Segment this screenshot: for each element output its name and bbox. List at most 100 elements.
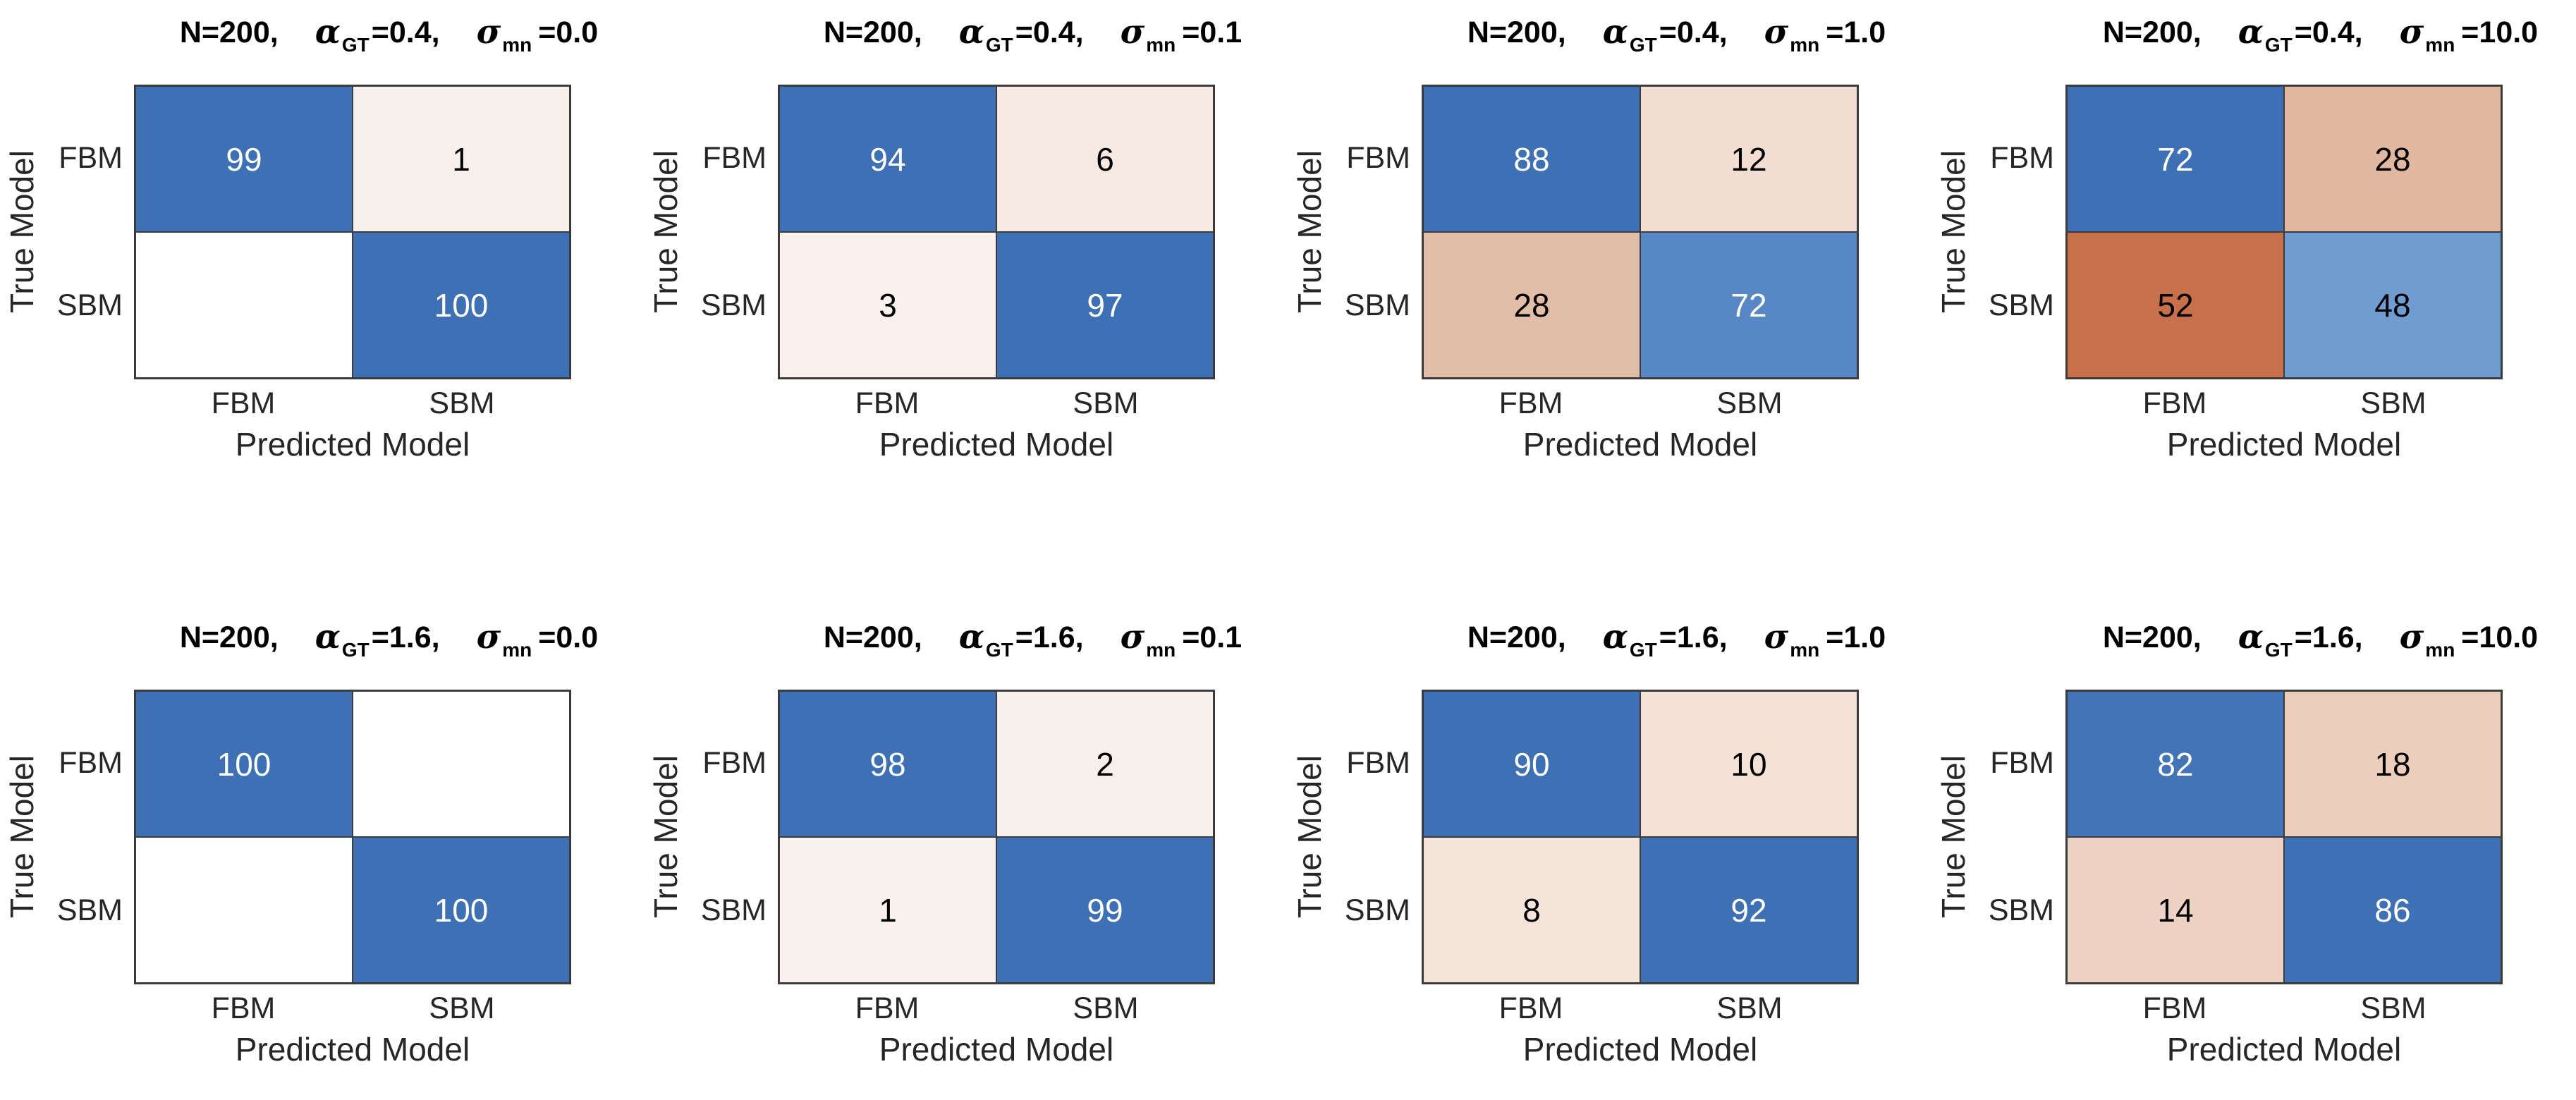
x-tick-fbm: FBM [855, 386, 920, 420]
cell-sbm-fbm [135, 232, 353, 378]
panel-a04-s10: N=200, α GT =0.4, σ mn =1.0 True Model FBM S… [1288, 16, 1931, 474]
sigma-symbol: σ [476, 13, 501, 51]
cell-fbm-fbm: 98 [779, 691, 996, 837]
sigma-subscript: mn [502, 639, 532, 661]
x-tick-sbm: SBM [2360, 991, 2427, 1025]
cell-sbm-fbm: 14 [2067, 837, 2284, 983]
y-tick-fbm: FBM [1990, 746, 2054, 780]
confusion-matrix: 99 1 100 [134, 85, 571, 379]
title-alpha-term: α GT =0.4, [2238, 13, 2363, 55]
alpha-value: =1.6, [2294, 621, 2363, 654]
title-n-term: N=200, [2102, 16, 2202, 49]
confusion-matrix: 98 2 1 99 [778, 690, 1215, 984]
x-axis-label: Predicted Model [235, 426, 470, 463]
sigma-symbol: σ [1120, 13, 1145, 51]
x-tick-sbm: SBM [429, 991, 495, 1025]
title-alpha-term: α GT =1.6, [1602, 618, 1728, 660]
y-axis-label: True Model [647, 150, 684, 314]
y-tick-labels: FBM SBM [1975, 85, 2065, 379]
alpha-value: =0.4, [1015, 16, 1084, 49]
panel-a04-s100: N=200, α GT =0.4, σ mn =10.0 True Model FBM … [1931, 16, 2575, 474]
panel-title: N=200, α GT =0.4, σ mn =1.0 [1288, 16, 1931, 85]
x-tick-sbm: SBM [429, 386, 495, 420]
x-tick-fbm: FBM [1498, 991, 1563, 1025]
cell-fbm-sbm: 6 [996, 86, 1214, 232]
confusion-matrix: 72 28 52 48 [2065, 85, 2503, 379]
x-tick-labels: FBM SBM [1422, 991, 1859, 1026]
panel-title: N=200, α GT =1.6, σ mn =10.0 [1931, 621, 2575, 690]
cell-sbm-fbm: 3 [779, 232, 996, 378]
alpha-value: =1.6, [1015, 621, 1084, 654]
sigma-subscript: mn [502, 34, 532, 56]
confusion-matrix: 82 18 14 86 [2065, 690, 2503, 984]
alpha-value: =0.4, [1659, 16, 1728, 49]
cell-fbm-sbm: 28 [2284, 86, 2501, 232]
alpha-value: =0.4, [371, 16, 440, 49]
panel-title: N=200, α GT =0.4, σ mn =0.1 [644, 16, 1288, 85]
alpha-symbol: α [2238, 13, 2264, 51]
cell-sbm-fbm: 8 [1423, 837, 1640, 983]
alpha-value: =0.4, [2294, 16, 2363, 49]
panel-a16-s10: N=200, α GT =1.6, σ mn =1.0 True Model FBM S… [1288, 621, 1931, 1079]
y-tick-fbm: FBM [702, 141, 767, 175]
sigma-subscript: mn [1790, 34, 1820, 56]
x-tick-sbm: SBM [1073, 386, 1139, 420]
x-tick-labels: FBM SBM [134, 386, 571, 421]
title-alpha-term: α GT =1.6, [959, 621, 1084, 660]
x-axis-label: Predicted Model [1522, 1031, 1758, 1068]
panel-a16-s00: N=200, α GT =1.6, σ mn =0.0 True Model FBM S… [0, 621, 644, 1079]
sigma-symbol: σ [2399, 13, 2424, 51]
y-tick-sbm: SBM [1988, 893, 2054, 927]
panel-title: N=200, α GT =0.4, σ mn =0.0 [0, 16, 644, 85]
title-n-term: N=200, [823, 621, 922, 654]
sigma-value: =10.0 [2461, 621, 2539, 654]
alpha-value: =1.6, [1659, 621, 1728, 654]
title-n-term: N=200, [1467, 16, 1566, 49]
cell-fbm-sbm: 1 [353, 86, 570, 232]
panel-title: N=200, α GT =1.6, σ mn =0.1 [644, 621, 1288, 690]
alpha-symbol: α [1602, 13, 1628, 51]
y-tick-sbm: SBM [700, 893, 767, 927]
title-sigma-term: σ mn =10.0 [2400, 621, 2539, 660]
title-alpha-term: α GT =1.6, [2238, 621, 2363, 660]
y-tick-labels: FBM SBM [1331, 690, 1422, 984]
x-tick-labels: FBM SBM [1422, 386, 1859, 421]
sigma-value: =10.0 [2461, 16, 2539, 49]
confusion-matrix: 90 10 8 92 [1422, 690, 1859, 984]
sigma-symbol: σ [1120, 618, 1145, 656]
title-alpha-term: α GT =0.4, [1602, 13, 1728, 55]
cell-sbm-sbm: 97 [996, 232, 1214, 378]
x-tick-fbm: FBM [2142, 991, 2207, 1025]
cell-fbm-fbm: 82 [2067, 691, 2284, 837]
y-axis-label: True Model [4, 150, 40, 314]
y-tick-labels: FBM SBM [1975, 690, 2065, 984]
title-n-term: N=200, [179, 16, 279, 49]
alpha-subscript: GT [341, 639, 370, 661]
x-axis-label: Predicted Model [2166, 426, 2402, 463]
alpha-symbol: α [1602, 618, 1628, 656]
x-axis-label: Predicted Model [879, 426, 1114, 463]
y-tick-labels: FBM SBM [44, 85, 134, 379]
x-axis-label: Predicted Model [1522, 426, 1758, 463]
cell-sbm-fbm [135, 837, 353, 983]
alpha-subscript: GT [1629, 639, 1657, 661]
cell-sbm-sbm: 92 [1640, 837, 1857, 983]
y-axis-label: True Model [1291, 150, 1328, 314]
y-tick-sbm: SBM [1344, 893, 1410, 927]
cell-fbm-sbm: 12 [1640, 86, 1857, 232]
title-sigma-term: σ mn =0.1 [1120, 618, 1243, 660]
y-tick-fbm: FBM [702, 746, 767, 780]
alpha-subscript: GT [985, 34, 1013, 56]
sigma-value: =0.0 [538, 621, 599, 654]
x-tick-fbm: FBM [2142, 386, 2207, 420]
title-sigma-term: σ mn =1.0 [1764, 621, 1886, 660]
alpha-subscript: GT [341, 34, 370, 56]
panel-a04-s01: N=200, α GT =0.4, σ mn =0.1 True Model FBM S… [644, 16, 1288, 474]
sigma-subscript: mn [1146, 639, 1176, 661]
sigma-value: =0.1 [1182, 621, 1243, 654]
sigma-value: =0.0 [538, 16, 599, 49]
y-tick-sbm: SBM [1988, 288, 2054, 322]
title-sigma-term: σ mn =0.0 [476, 13, 599, 55]
alpha-value: =1.6, [371, 621, 440, 654]
x-tick-labels: FBM SBM [2065, 386, 2503, 421]
